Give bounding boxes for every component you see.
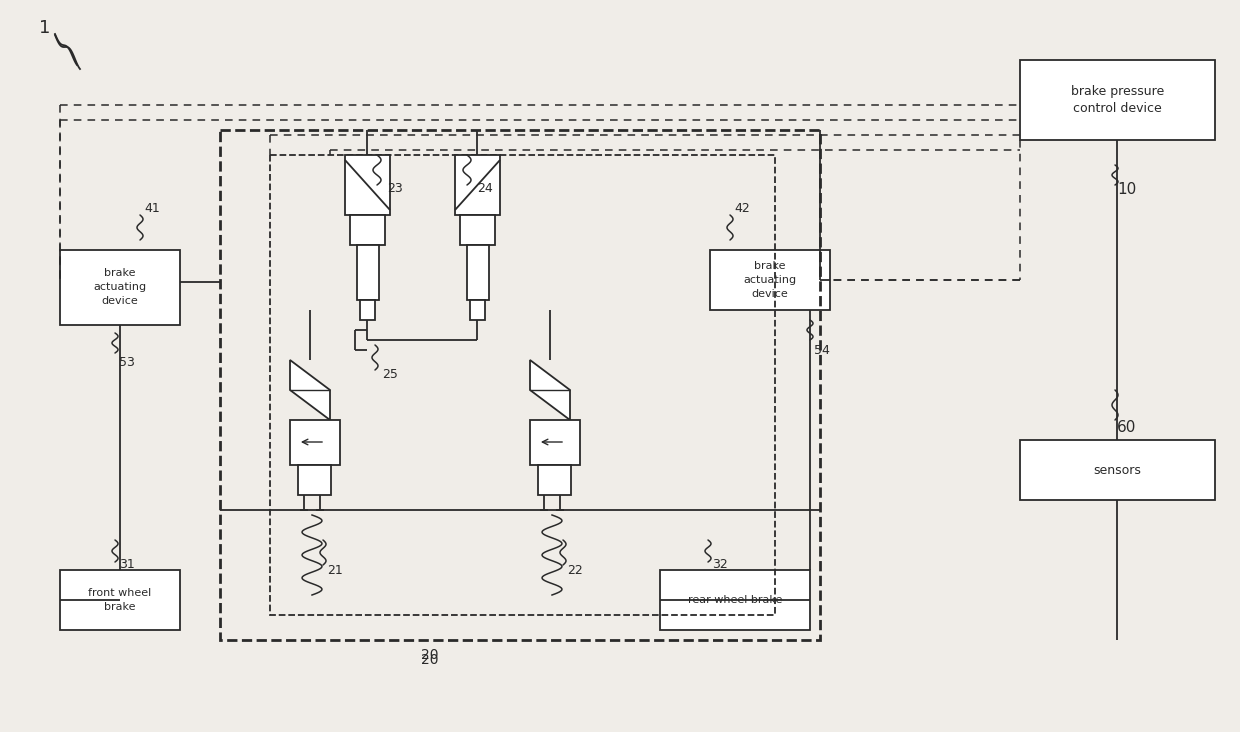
Bar — [1021, 440, 1215, 500]
Bar — [345, 155, 391, 215]
Bar — [470, 300, 485, 320]
Text: 23: 23 — [387, 182, 403, 195]
Bar — [219, 130, 820, 640]
Text: 60: 60 — [1117, 420, 1137, 436]
Bar — [711, 250, 830, 310]
Bar — [660, 570, 810, 630]
Text: 54: 54 — [815, 343, 830, 356]
Bar — [357, 245, 379, 300]
Bar — [350, 215, 384, 245]
Text: 53: 53 — [119, 356, 135, 368]
Bar — [529, 420, 580, 465]
Text: brake
actuating
device: brake actuating device — [744, 261, 796, 299]
Text: 24: 24 — [477, 182, 492, 195]
Text: 42: 42 — [734, 201, 750, 214]
Text: 21: 21 — [327, 564, 343, 577]
Polygon shape — [290, 360, 330, 420]
Text: 20: 20 — [422, 653, 439, 667]
Bar — [270, 155, 775, 615]
Bar — [460, 215, 495, 245]
Bar — [60, 250, 180, 325]
Text: rear wheel brake: rear wheel brake — [688, 595, 782, 605]
Text: 1: 1 — [40, 19, 51, 37]
Text: front wheel
brake: front wheel brake — [88, 588, 151, 612]
Bar — [467, 245, 489, 300]
Text: 31: 31 — [119, 559, 135, 572]
Bar — [538, 465, 570, 495]
Bar — [455, 155, 500, 215]
Bar — [290, 420, 340, 465]
Text: brake
actuating
device: brake actuating device — [93, 269, 146, 307]
Text: sensors: sensors — [1094, 463, 1142, 477]
Bar — [60, 570, 180, 630]
Text: 32: 32 — [712, 559, 728, 572]
Text: 10: 10 — [1117, 182, 1137, 198]
Bar — [360, 300, 374, 320]
Text: 22: 22 — [567, 564, 583, 577]
Bar — [298, 465, 331, 495]
Text: 20: 20 — [422, 648, 439, 662]
Text: 41: 41 — [144, 201, 160, 214]
Bar — [1021, 60, 1215, 140]
Text: brake pressure
control device: brake pressure control device — [1071, 84, 1164, 116]
Polygon shape — [529, 360, 570, 420]
Text: 25: 25 — [382, 368, 398, 381]
